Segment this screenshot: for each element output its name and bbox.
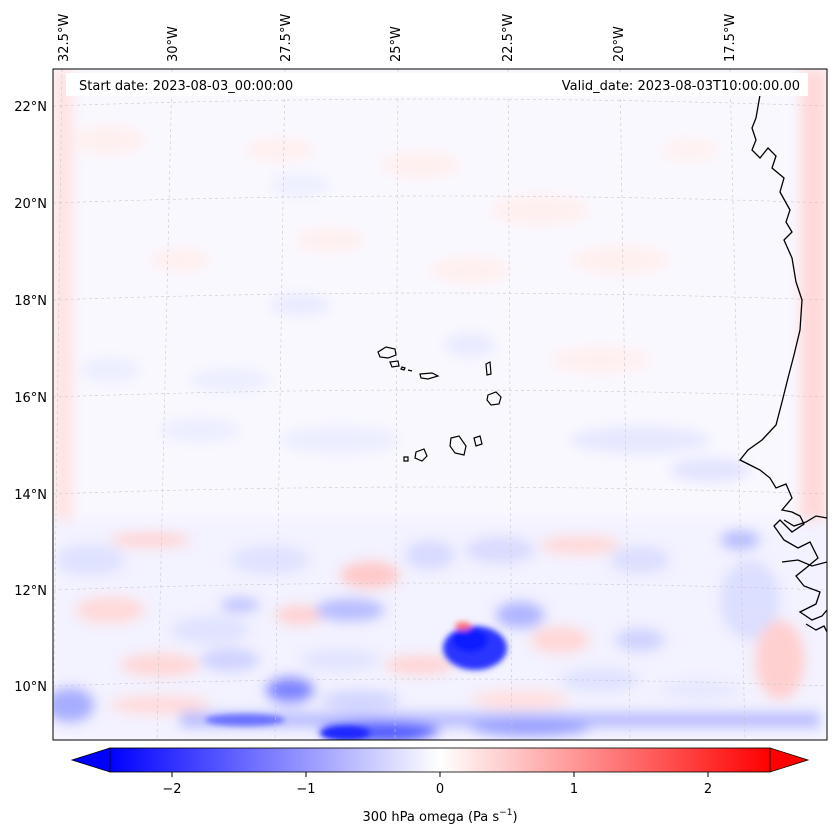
lat-label-16n: 16°N — [14, 391, 47, 406]
date-header-bar — [66, 73, 808, 96]
coastline — [738, 94, 827, 633]
start-date-label: Start date: 2023-08-03_00:00:00 — [79, 79, 293, 94]
lon-label-32-5w: 32.5°W — [57, 14, 72, 62]
cb-tick-neg1: −1 — [296, 782, 315, 797]
latitude-labels: 22°N 20°N 18°N 16°N 14°N 12°N 10°N — [14, 100, 47, 695]
map-frame — [52, 68, 828, 741]
africa-coast — [738, 94, 827, 621]
lat-label-10n: 10°N — [14, 680, 47, 695]
lon-label-17-5w: 17.5°W — [723, 14, 738, 62]
cb-tick-0: 0 — [436, 782, 444, 797]
lon-label-30w: 30°W — [166, 26, 181, 62]
omega-field-patches — [53, 69, 827, 740]
lat-label-20n: 20°N — [14, 197, 47, 212]
cb-tick-2: 2 — [704, 782, 712, 797]
lon-label-25w: 25°W — [389, 26, 404, 62]
colorbar-gradient — [109, 747, 771, 773]
colorbar-high-extension — [769, 747, 810, 773]
graticule — [53, 69, 827, 740]
colorbar-low-extension — [70, 747, 111, 773]
cb-tick-neg2: −2 — [162, 782, 181, 797]
colorbar-label: 300 hPa omega (Pa s−1) — [362, 808, 517, 825]
valid-date-label: Valid_date: 2023-08-03T10:00:00.00 — [562, 79, 800, 94]
colorbar-tick-labels: −2 −1 0 1 2 — [162, 782, 712, 797]
colorbar-ticks — [171, 772, 709, 777]
lon-label-20w: 20°W — [612, 26, 627, 62]
cape-verde-islands — [377, 346, 502, 462]
longitude-labels: 32.5°W 30°W 27.5°W 25°W 22.5°W 20°W 17.5… — [57, 14, 738, 62]
lat-label-12n: 12°N — [14, 584, 47, 599]
lat-label-18n: 18°N — [14, 294, 47, 309]
lat-label-14n: 14°N — [14, 488, 47, 503]
lon-label-22-5w: 22.5°W — [501, 14, 516, 62]
lon-label-27-5w: 27.5°W — [279, 14, 294, 62]
cb-tick-1: 1 — [570, 782, 578, 797]
strong-ascent-core — [205, 622, 507, 740]
map-area: Start date: 2023-08-03_00:00:00 Valid_da… — [53, 69, 827, 740]
lat-label-22n: 22°N — [14, 100, 47, 115]
colorbar: −2 −1 0 1 2 300 hPa omega (Pa s−1) — [70, 747, 810, 825]
